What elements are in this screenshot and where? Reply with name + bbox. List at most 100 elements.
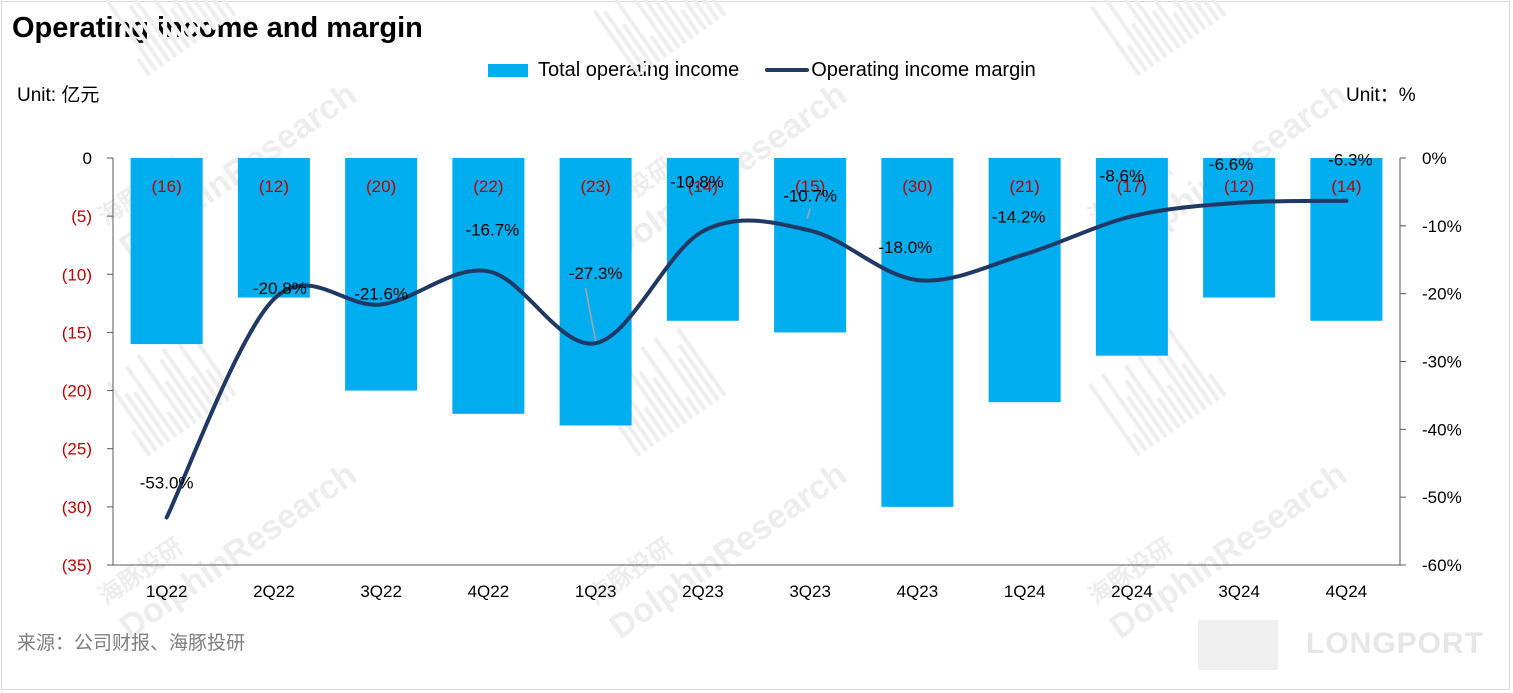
line-value-label: -21.6% xyxy=(354,285,408,304)
logo-mark xyxy=(1198,620,1278,670)
right-tick-label: -40% xyxy=(1422,420,1462,439)
watermark-bar xyxy=(1151,9,1181,49)
watermark-bar xyxy=(1165,0,1207,31)
watermark-bar xyxy=(627,410,655,448)
right-tick-label: -20% xyxy=(1422,285,1462,304)
bar xyxy=(1310,158,1383,321)
bar-value-label: (12) xyxy=(259,177,289,196)
margin-line xyxy=(164,198,1349,520)
legend-line-swatch xyxy=(765,68,810,72)
watermark-bar xyxy=(127,0,178,59)
watermark-bar xyxy=(1208,372,1227,397)
bar-value-label: (30) xyxy=(902,177,932,196)
watermark-bar xyxy=(210,0,230,22)
watermark-bar xyxy=(164,379,198,425)
bar-value-label: (14) xyxy=(688,177,718,196)
watermark-bar xyxy=(1167,0,1220,22)
watermark-bar xyxy=(186,328,237,397)
watermark-bar xyxy=(185,0,217,31)
line-value-label: -27.3% xyxy=(569,264,623,283)
watermark-bar xyxy=(673,0,720,22)
left-tick-label: (25) xyxy=(62,440,92,459)
watermark-bar xyxy=(592,9,642,77)
watermark-bar xyxy=(1126,44,1148,72)
watermark-bar xyxy=(106,380,158,452)
line-value-label: -6.6% xyxy=(1209,155,1253,174)
watermark-bar xyxy=(168,330,224,407)
watermark-bar xyxy=(640,345,694,420)
watermark-bar xyxy=(603,10,648,72)
watermark-bar xyxy=(653,336,707,411)
bar xyxy=(666,158,739,321)
bar-value-label: (21) xyxy=(1010,177,1040,196)
watermark-bar xyxy=(1132,0,1188,45)
right-axis-unit: Unit：% xyxy=(1346,85,1416,106)
watermark-bar xyxy=(1156,397,1181,429)
x-tick-label: 1Q22 xyxy=(146,582,188,601)
right-tick-label: -60% xyxy=(1422,556,1462,575)
watermark-bar xyxy=(606,0,661,63)
bar xyxy=(1203,158,1276,298)
watermark-bar xyxy=(1132,348,1188,425)
bar xyxy=(774,158,847,333)
line-value-label: -6.3% xyxy=(1328,151,1372,170)
line-value-label: -14.2% xyxy=(992,207,1046,226)
longport-logo: LONGPORT xyxy=(1198,620,1484,670)
watermark-bar xyxy=(1176,0,1214,27)
source-note: 来源：公司财报、海豚投研 xyxy=(17,633,246,654)
legend-item-bar: Total operating income xyxy=(488,59,739,82)
line-value-label: -18.0% xyxy=(878,238,932,257)
watermark-bar xyxy=(1209,0,1227,17)
bar-value-label: (22) xyxy=(473,177,503,196)
bar-value-label: (15) xyxy=(795,177,825,196)
logo-text: LONGPORT xyxy=(1306,626,1484,660)
legend-bar-swatch xyxy=(488,63,528,77)
watermark-bar xyxy=(205,368,230,402)
watermark-bar xyxy=(1149,0,1201,36)
bar xyxy=(559,158,632,426)
watermark-bar xyxy=(677,357,714,407)
watermark-bar xyxy=(104,0,158,72)
watermark-bar xyxy=(623,364,675,434)
legend-line-label: Operating income margin xyxy=(811,58,1036,81)
legend: Total operating income Operating income … xyxy=(488,57,1062,83)
watermark-bar xyxy=(677,343,720,402)
watermark-bar xyxy=(1124,364,1175,434)
watermark-bar xyxy=(1166,383,1194,420)
bar-value-label: (12) xyxy=(1224,177,1254,196)
watermark-bar xyxy=(190,375,217,411)
bar xyxy=(130,158,203,345)
watermark-bar xyxy=(155,0,204,40)
left-tick-label: 0 xyxy=(83,149,92,168)
watermark-bar xyxy=(1151,348,1201,416)
watermark-bar xyxy=(1131,22,1161,63)
x-tick-label: 2Q23 xyxy=(682,582,724,601)
watermark-bar xyxy=(130,429,152,457)
bar xyxy=(345,158,418,391)
bar xyxy=(881,158,954,507)
watermark-bar xyxy=(649,34,668,59)
watermark-bar xyxy=(124,392,165,448)
x-tick-label: 3Q24 xyxy=(1218,582,1260,601)
bar xyxy=(988,158,1061,403)
bar-value-label: (16) xyxy=(152,177,182,196)
bar-value-label: (17) xyxy=(1117,177,1147,196)
left-tick-label: (10) xyxy=(62,265,92,284)
watermark-bar xyxy=(1090,5,1142,77)
left-tick-label: (5) xyxy=(71,207,92,226)
x-tick-label: 2Q22 xyxy=(253,582,295,601)
watermark-bar xyxy=(135,0,191,49)
watermark-bar xyxy=(1161,348,1207,411)
watermark-bar xyxy=(1120,0,1168,59)
x-tick-label: 1Q23 xyxy=(575,582,617,601)
line-value-label: -10.7% xyxy=(783,187,837,206)
bar xyxy=(1095,158,1168,356)
line-value-label: -8.6% xyxy=(1100,166,1144,185)
right-tick-label: 0% xyxy=(1422,149,1447,168)
watermark-bar xyxy=(164,0,211,36)
x-tick-label: 4Q23 xyxy=(897,582,939,601)
watermark-bar xyxy=(652,0,707,31)
x-tick-label: 1Q24 xyxy=(1004,582,1046,601)
bar-value-label: (23) xyxy=(581,177,611,196)
